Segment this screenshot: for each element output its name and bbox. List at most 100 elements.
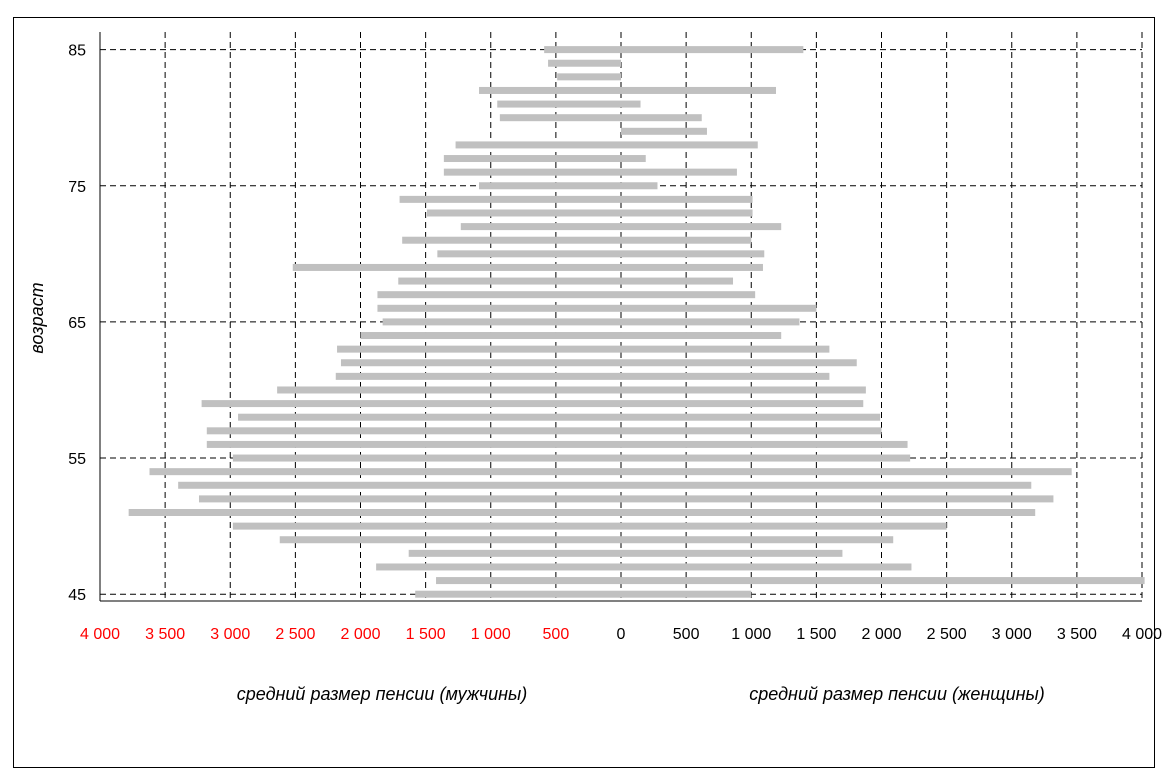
x-tick-label-women: 500: [673, 626, 700, 643]
bar-women: [621, 577, 1145, 585]
bar-women: [621, 46, 804, 54]
x-tick-label-women: 0: [617, 626, 626, 643]
bar-men: [497, 100, 621, 108]
bar-women: [621, 386, 866, 394]
bar-women: [621, 127, 707, 135]
bar-men: [206, 440, 621, 448]
bar-women: [621, 332, 782, 340]
bar-men: [277, 386, 621, 394]
x-tick-label-men: 2 500: [275, 626, 315, 643]
bar-women: [621, 236, 752, 244]
x-tick-label-women: 1 500: [796, 626, 836, 643]
bar-men: [232, 454, 622, 462]
bar-women: [621, 223, 782, 231]
bar-women: [621, 590, 752, 598]
bar-women: [621, 536, 894, 544]
bar-men: [128, 509, 621, 517]
bar-men: [279, 536, 621, 544]
bar-women: [621, 277, 734, 285]
bar-men: [443, 155, 621, 163]
bar-men: [292, 263, 621, 271]
bar-women: [621, 495, 1054, 503]
x-axis-label-women: средний размер пенсии (женщины): [749, 684, 1044, 704]
bar-women: [621, 359, 857, 367]
bar-men: [499, 114, 621, 122]
x-tick-label-men: 1 000: [471, 626, 511, 643]
bar-women: [621, 440, 908, 448]
x-tick-label-men: 3 500: [145, 626, 185, 643]
bar-women: [621, 454, 911, 462]
bar-women: [621, 100, 641, 108]
x-tick-label-men: 1 500: [406, 626, 446, 643]
bar-men: [206, 427, 621, 435]
y-tick-label: 85: [68, 43, 86, 60]
bar-men: [377, 304, 621, 312]
bar-women: [621, 114, 702, 122]
x-axis-label-men: средний размер пенсии (мужчины): [237, 684, 528, 704]
x-tick-label-women: 4 000: [1122, 626, 1162, 643]
bar-men: [337, 345, 621, 353]
bars: [128, 46, 1145, 598]
bar-women: [621, 182, 658, 190]
bar-men: [198, 495, 622, 503]
bar-women: [621, 372, 830, 380]
bar-men: [399, 195, 621, 203]
bar-women: [621, 413, 881, 421]
x-tick-label-women: 2 000: [861, 626, 901, 643]
bar-women: [621, 263, 763, 271]
bar-men: [398, 277, 621, 285]
x-tick-labels: 4 000 3 500 3 000 2 500 2 000 1 500 1 000 500 0 5…: [80, 626, 1162, 643]
bar-men: [557, 73, 621, 81]
bar-men: [376, 563, 621, 571]
bar-men: [548, 59, 621, 67]
y-tick-labels: 45 55 65 75 85: [68, 43, 86, 605]
bar-men: [479, 182, 621, 190]
x-tick-label-men: 3 000: [210, 626, 250, 643]
bar-men: [382, 318, 621, 326]
bar-women: [621, 509, 1036, 517]
bar-women: [621, 522, 947, 530]
y-axis-label: возраст: [27, 282, 47, 353]
y-tick-label: 45: [68, 587, 86, 604]
bar-men: [479, 86, 621, 94]
x-tick-label-men: 500: [543, 626, 570, 643]
bar-men: [377, 291, 621, 299]
bar-women: [621, 291, 756, 299]
bar-men: [426, 209, 621, 217]
bar-men: [544, 46, 621, 54]
x-tick-label-women: 3 500: [1057, 626, 1097, 643]
bar-women: [621, 168, 737, 176]
bar-men: [360, 332, 621, 340]
bar-men: [460, 223, 621, 231]
bar-men: [201, 400, 621, 408]
bar-men: [455, 141, 621, 149]
bar-women: [621, 345, 830, 353]
y-tick-label: 75: [68, 179, 86, 196]
bar-men: [437, 250, 621, 258]
bar-women: [621, 549, 843, 557]
x-tick-label-women: 1 000: [731, 626, 771, 643]
bar-women: [621, 250, 765, 258]
x-tick-label-women: 3 000: [992, 626, 1032, 643]
bar-men: [415, 590, 621, 598]
bar-women: [621, 304, 817, 312]
bar-men: [443, 168, 621, 176]
bar-women: [621, 155, 646, 163]
bar-women: [621, 427, 882, 435]
bar-women: [621, 318, 800, 326]
bar-women: [621, 195, 753, 203]
bar-women: [621, 481, 1032, 489]
bar-men: [436, 577, 621, 585]
bar-men: [178, 481, 621, 489]
x-tick-label-men: 4 000: [80, 626, 120, 643]
bar-men: [402, 236, 621, 244]
bar-women: [621, 468, 1072, 476]
axes: [99, 32, 1142, 602]
bar-men: [149, 468, 621, 476]
bar-women: [621, 563, 912, 571]
bar-men: [340, 359, 621, 367]
bar-women: [621, 141, 758, 149]
bar-men: [408, 549, 621, 557]
y-tick-label: 65: [68, 315, 86, 332]
